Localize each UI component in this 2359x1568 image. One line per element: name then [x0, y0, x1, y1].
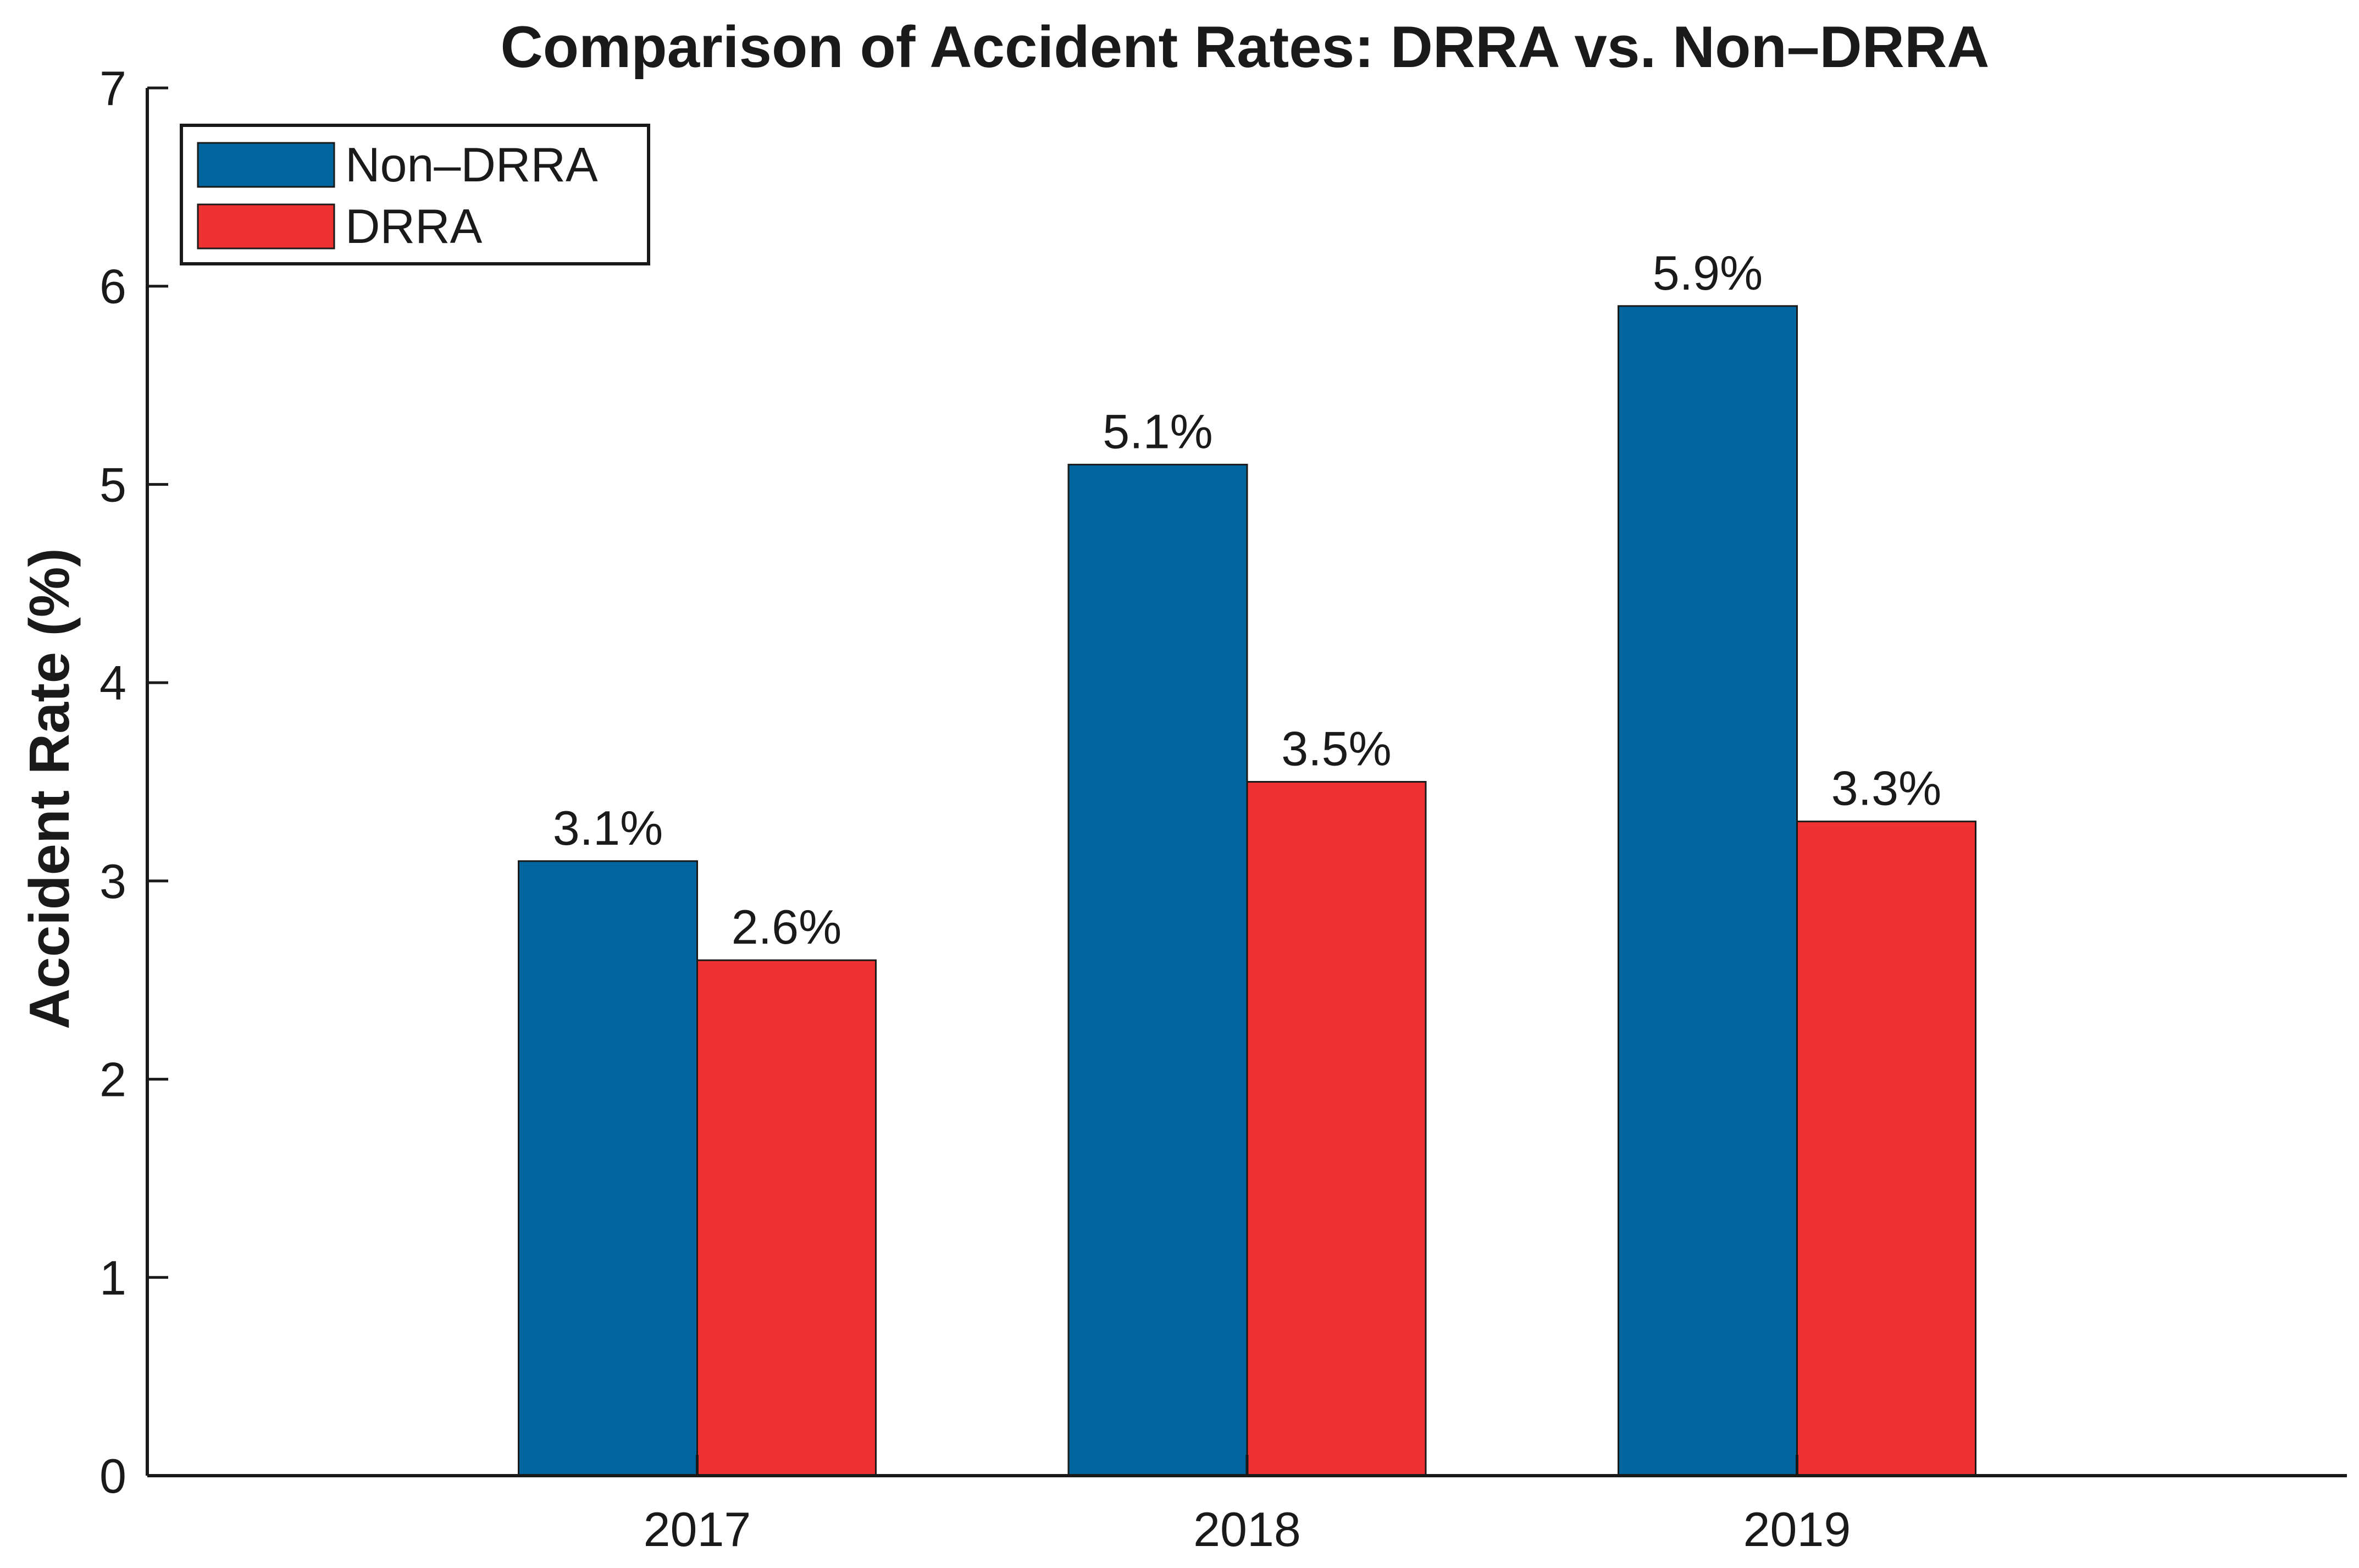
- y-tick-label-2: 2: [99, 1052, 126, 1107]
- x-tick-label-2019: 2019: [1743, 1502, 1851, 1556]
- y-tick-label-7: 7: [99, 61, 126, 115]
- chart-title: Comparison of Accident Rates: DRRA vs. N…: [500, 14, 1989, 80]
- legend-label-drra: DRRA: [345, 199, 483, 253]
- bar-non-drra-2019: [1618, 305, 1798, 1477]
- bars-layer: [518, 305, 1976, 1477]
- data-label-non-drra-2019: 5.9%: [1653, 246, 1763, 300]
- bar-drra-2017: [696, 959, 877, 1477]
- legend-swatch-drra: [197, 203, 335, 250]
- legend-swatch-non-drra: [197, 142, 335, 188]
- x-tick-label-2018: 2018: [1193, 1502, 1301, 1556]
- y-tick-label-4: 4: [99, 656, 126, 710]
- bar-non-drra-2018: [1067, 463, 1248, 1477]
- y-tick-label-5: 5: [99, 457, 126, 512]
- y-tick-label-3: 3: [99, 854, 126, 908]
- legend-label-non-drra: Non–DRRA: [345, 137, 598, 192]
- y-tick-label-0: 0: [99, 1449, 126, 1503]
- data-label-non-drra-2017: 3.1%: [553, 801, 663, 855]
- data-label-drra-2019: 3.3%: [1831, 761, 1942, 816]
- data-label-drra-2018: 3.5%: [1281, 722, 1392, 776]
- axes-layer: 0 1 2 3 4 5 6 7 2017 2018 2019: [99, 61, 2347, 1556]
- y-axis-label: Accident Rate (%): [18, 548, 81, 1029]
- bar-drra-2019: [1796, 821, 1976, 1477]
- bar-non-drra-2017: [518, 860, 698, 1477]
- bar-drra-2018: [1246, 781, 1427, 1477]
- legend: Non–DRRA DRRA: [180, 124, 650, 265]
- y-tick-label-6: 6: [99, 259, 126, 314]
- y-tick-label-1: 1: [99, 1250, 126, 1305]
- x-tick-label-2017: 2017: [644, 1502, 751, 1556]
- data-label-drra-2017: 2.6%: [732, 900, 842, 954]
- data-labels-layer: 3.1% 2.6% 5.1% 3.5% 5.9% 3.3%: [553, 246, 1942, 954]
- data-label-non-drra-2018: 5.1%: [1103, 404, 1213, 458]
